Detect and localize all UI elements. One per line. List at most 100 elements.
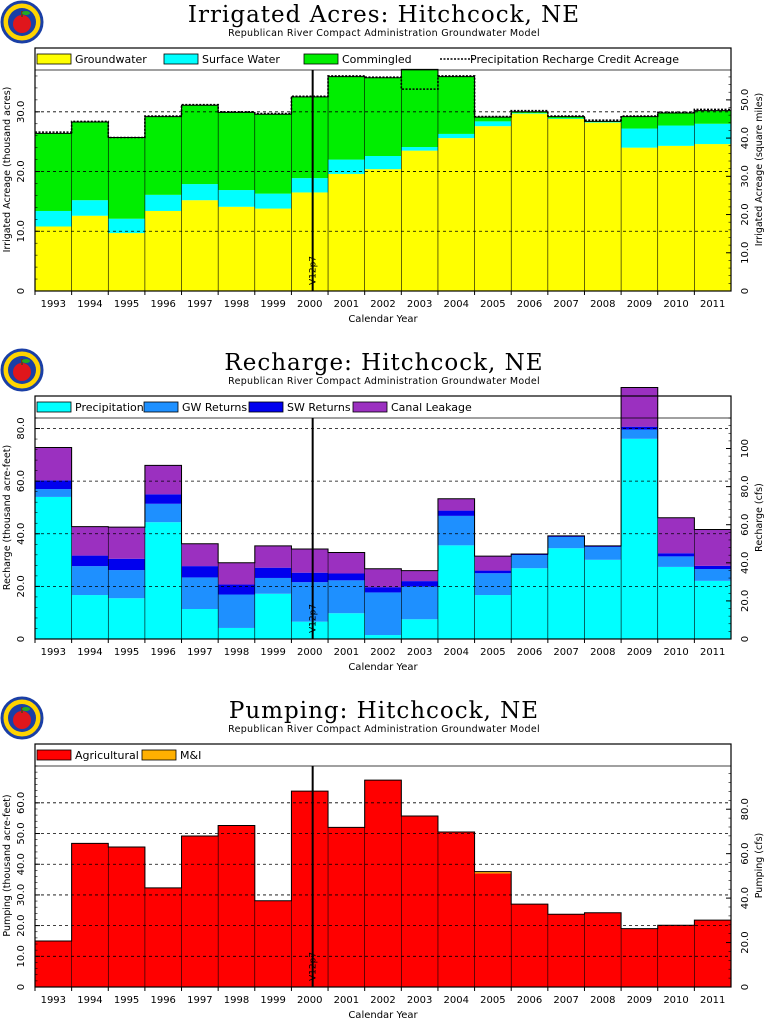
bar-surface-water-1997	[181, 184, 219, 201]
xtick-label-2006: 2006	[517, 647, 542, 658]
bar-gw-returns-2001	[328, 580, 365, 614]
xtick-label-2006: 2006	[517, 299, 542, 310]
bar-surface-water-1999	[254, 193, 292, 209]
xtick-label-1997: 1997	[187, 299, 212, 310]
bar-canal-leakage-1999	[254, 545, 292, 568]
bar-agricultural-2009	[621, 928, 658, 987]
xtick-label-1997: 1997	[187, 995, 212, 1006]
xtick-label-1994: 1994	[77, 647, 102, 658]
xtick-label-2001: 2001	[334, 647, 359, 658]
bar-canal-leakage-1998	[218, 562, 255, 585]
chart-title: Irrigated Acres: Hitchcock, NE	[187, 2, 581, 28]
y-axis-title: Pumping (thousand acre-feet)	[2, 794, 13, 936]
bar-sw-returns-2001	[328, 573, 365, 581]
model-version-label: V12p7	[309, 256, 319, 285]
ytick-right-label: 0	[740, 288, 751, 294]
ytick-right-label: 10.0	[740, 242, 751, 264]
bar-outline	[35, 386, 731, 572]
bar-groundwater-2003	[401, 150, 438, 291]
xtick-label-2001: 2001	[334, 995, 359, 1006]
bar-surface-water-2010	[657, 125, 695, 146]
legend-surface-water: Surface Water	[202, 53, 280, 66]
ytick-right-label: 30.0	[740, 165, 751, 187]
precip-credit-line	[35, 75, 731, 139]
bar-groundwater-1996	[144, 210, 182, 291]
bar-precipitation-1996	[144, 522, 182, 639]
bar-canal-leakage-2000	[291, 549, 329, 573]
ytick-label: 10.0	[16, 220, 27, 242]
ytick-label: 20.0	[16, 160, 27, 182]
model-version-label: V12p7	[309, 604, 319, 633]
ytick-right-label: 0	[740, 636, 751, 642]
bar-canal-leakage-1993	[35, 447, 72, 481]
ytick-right-label: 100	[740, 439, 751, 458]
bar-agricultural-2004	[437, 831, 475, 987]
xtick-label-2000: 2000	[297, 995, 322, 1006]
ytick-right-label: 20.0	[740, 931, 751, 953]
bar-groundwater-1995	[108, 233, 145, 291]
bar-agricultural-2000	[291, 791, 329, 987]
xtick-label-1999: 1999	[260, 647, 285, 658]
bar-sw-returns-1996	[144, 494, 182, 504]
bar-commingled-2007	[547, 116, 585, 119]
bar-precipitation-2002	[364, 635, 402, 639]
ytick-right-label: 40.0	[740, 887, 751, 909]
xtick-label-2010: 2010	[663, 299, 688, 310]
xtick-label-2011: 2011	[700, 299, 725, 310]
bar-surface-water-2011	[694, 123, 731, 145]
bar-groundwater-2001	[328, 173, 365, 291]
bar-canal-leakage-2005	[474, 556, 512, 571]
ytick-right-label: 40.0	[740, 127, 751, 149]
bar-surface-water-1994	[71, 200, 109, 216]
bar-commingled-2002	[364, 77, 402, 157]
chart-subtitle: Republican River Compact Administration …	[228, 28, 540, 39]
plot-frame	[34, 743, 732, 988]
bar-surface-water-2003	[401, 147, 438, 151]
bar-precipitation-2011	[694, 580, 731, 639]
bar-precipitation-2003	[401, 619, 438, 639]
bar-precipitation-2010	[657, 566, 695, 639]
bar-commingled-2001	[328, 76, 365, 160]
recharge-panel: Recharge: Hitchcock, NE Republican River…	[0, 348, 768, 688]
ytick-right-label: 0	[740, 984, 751, 990]
bar-canal-leakage-2002	[364, 568, 402, 588]
ytick-label: 30.0	[16, 101, 27, 123]
xtick-label-2002: 2002	[370, 647, 395, 658]
xtick-label-1998: 1998	[224, 299, 249, 310]
bar-sw-returns-2000	[291, 572, 329, 583]
ytick-label: 60.0	[16, 792, 27, 814]
bar-commingled-1997	[181, 105, 219, 185]
xtick-label-2006: 2006	[517, 995, 542, 1006]
bar-gw-returns-2009	[621, 429, 658, 439]
xtick-label-2004: 2004	[444, 647, 469, 658]
bar-surface-water-2001	[328, 159, 365, 174]
y-axis-title-right: Irrigated Acreage (square miles)	[754, 93, 765, 247]
model-version-label: V12p7	[309, 952, 319, 981]
bar-sw-returns-1997	[181, 566, 219, 578]
bar-canal-leakage-1997	[181, 543, 219, 567]
xtick-label-2011: 2011	[700, 647, 725, 658]
bar-canal-leakage-2010	[657, 517, 695, 554]
xtick-label-2007: 2007	[553, 995, 578, 1006]
bar-groundwater-2009	[621, 147, 658, 291]
xtick-label-1993: 1993	[41, 647, 66, 658]
ytick-label: 80.0	[16, 417, 27, 439]
chart-title: Pumping: Hitchcock, NE	[228, 698, 540, 724]
bar-precipitation-2004	[437, 545, 475, 639]
x-axis-title: Calendar Year	[348, 314, 418, 325]
bar-outline	[35, 779, 731, 942]
legend-groundwater-swatch	[36, 53, 72, 65]
bar-surface-water-1996	[144, 194, 182, 211]
bar-agricultural-2007	[547, 914, 585, 987]
xtick-label-2005: 2005	[480, 647, 505, 658]
bar-gw-returns-2010	[657, 556, 695, 567]
legend-agricultural: Agricultural	[75, 749, 139, 762]
xtick-label-1994: 1994	[77, 299, 102, 310]
bar-precipitation-2005	[474, 595, 512, 639]
xtick-label-2005: 2005	[480, 299, 505, 310]
bar-commingled-1993	[35, 133, 72, 211]
chart-title: Recharge: Hitchcock, NE	[224, 350, 544, 376]
bar-groundwater-2000	[291, 192, 329, 291]
bar-gw-returns-1999	[254, 577, 292, 594]
pumping-panel: Pumping: Hitchcock, NE Republican River …	[0, 696, 768, 1036]
